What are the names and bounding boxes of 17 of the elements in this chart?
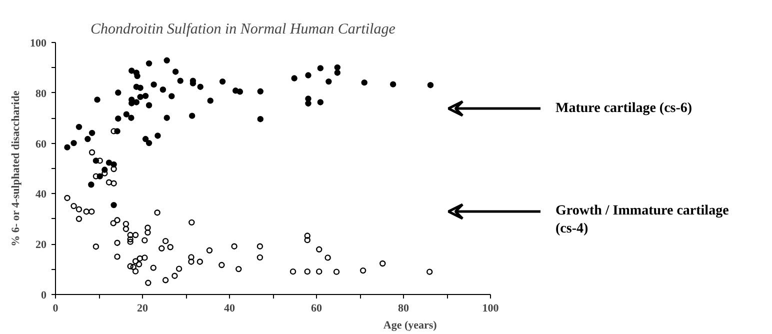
x-tick-label: 100: [482, 302, 500, 314]
chart-title: Chondroitin Sulfation in Normal Human Cartilage: [90, 22, 396, 38]
y-tick-label: 20: [36, 239, 47, 252]
y-tick-label: 60: [36, 138, 47, 150]
y-tick-label: 100: [30, 38, 47, 50]
x-tick-label: 20: [137, 302, 148, 314]
y-axis-title: % 6- or 4-sulphated disaccharide: [10, 90, 22, 246]
y-tick-label: 0: [41, 290, 47, 302]
x-tick-label: 0: [52, 302, 59, 314]
text: Growth / Immature cartilage (cs-4): [556, 204, 729, 236]
y-tick-label: 80: [36, 88, 47, 100]
text: Mature cartilage (cs-6): [556, 101, 692, 116]
y-tick-label: 40: [36, 188, 47, 201]
x-tick-label: 40: [224, 302, 236, 314]
x-tick-label: 60: [311, 302, 322, 314]
x-axis-title: Age (years): [383, 320, 438, 332]
x-tick-label: 80: [398, 302, 410, 314]
